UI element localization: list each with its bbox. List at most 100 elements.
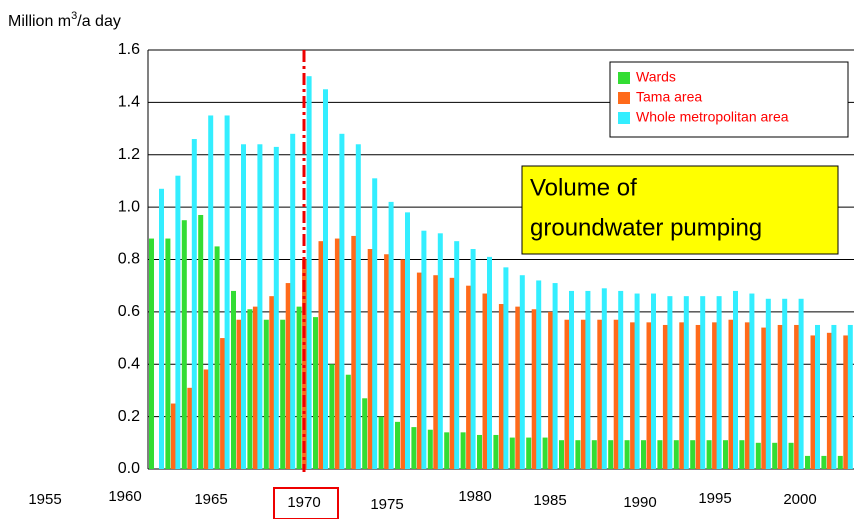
bar (690, 440, 696, 469)
annotation-box (521, 165, 839, 255)
bar (165, 238, 171, 469)
bar (395, 421, 400, 469)
y-tick-label: 1.2 (118, 146, 140, 163)
bar (191, 139, 197, 469)
bar (493, 434, 499, 469)
bar (405, 212, 410, 470)
bar (716, 296, 722, 469)
bar (526, 437, 532, 469)
bar (384, 254, 390, 469)
bar (296, 306, 302, 469)
bar (416, 272, 422, 469)
y-tick-label: 0.2 (118, 408, 140, 425)
bar (466, 285, 472, 469)
legend-swatch (618, 72, 630, 84)
bar (772, 442, 778, 469)
bar (673, 440, 679, 469)
bar (591, 440, 597, 469)
highlight-box (273, 487, 339, 519)
bar (460, 432, 466, 469)
y-tick-label: 0.0 (118, 460, 140, 477)
bar (214, 246, 220, 469)
bar (585, 290, 591, 469)
bar (477, 434, 482, 469)
bar (837, 455, 843, 469)
bar (519, 275, 525, 469)
bar (618, 290, 624, 469)
bar (273, 146, 279, 470)
bar (306, 76, 312, 469)
bar (646, 322, 652, 469)
bar (498, 304, 504, 469)
bar (362, 398, 368, 469)
bar (454, 241, 460, 469)
bar (695, 324, 701, 469)
bar (728, 319, 734, 469)
y-tick-label: 1.6 (118, 41, 140, 58)
bar (509, 437, 515, 469)
legend-label: Whole metropolitan area (636, 109, 789, 125)
bar (339, 133, 345, 470)
bar (503, 267, 509, 469)
bar (679, 322, 685, 469)
bar (198, 214, 204, 469)
legend-swatch (618, 92, 630, 104)
bar (641, 440, 646, 469)
bar (700, 296, 706, 469)
bar (662, 324, 668, 469)
bar (755, 442, 761, 469)
bar (302, 259, 308, 469)
bar (231, 290, 236, 469)
x-tick-label: 1970 (287, 494, 320, 511)
x-tick-label: 1955 (28, 491, 61, 508)
annotation: groundwater pumping (530, 214, 762, 241)
bar (444, 432, 450, 469)
bar (843, 335, 849, 469)
legend-label: Tama area (636, 89, 702, 105)
y-tick-label: 0.8 (118, 251, 140, 268)
bar (810, 335, 816, 469)
legend (609, 61, 849, 138)
y-label-sup: 3 (71, 10, 77, 22)
bar (372, 178, 378, 469)
bar (220, 338, 226, 469)
bar (531, 309, 537, 469)
bar (208, 115, 214, 469)
bar (683, 296, 689, 469)
bar (224, 115, 230, 469)
bar (367, 249, 373, 469)
bar (252, 306, 258, 469)
bar (290, 133, 296, 470)
bar (257, 144, 263, 469)
bar (749, 293, 755, 469)
bar (564, 319, 570, 469)
bar (187, 387, 193, 469)
y-label-part: /a day (77, 13, 121, 30)
bar (761, 327, 767, 469)
bar (181, 220, 187, 469)
bar (378, 416, 384, 469)
bar (821, 455, 827, 469)
bar (548, 311, 554, 469)
annotation: Volume of (530, 174, 637, 201)
bar (437, 233, 443, 469)
bar (575, 440, 581, 469)
bar (433, 275, 439, 469)
bar (706, 440, 712, 469)
bar (782, 298, 788, 469)
bar (334, 238, 340, 469)
bar (552, 283, 558, 469)
bar (329, 364, 335, 469)
y-tick-label: 1.4 (118, 94, 140, 111)
x-tick-label: 1960 (108, 488, 141, 505)
bar (608, 440, 614, 469)
y-axis-label: Million m3/a day (8, 10, 121, 30)
x-tick-label: 1985 (533, 492, 566, 509)
bar (744, 322, 750, 469)
bar (149, 238, 154, 469)
bar (355, 144, 361, 469)
bar (280, 319, 286, 469)
bar (733, 290, 738, 469)
x-tick-label: 1990 (623, 494, 656, 511)
